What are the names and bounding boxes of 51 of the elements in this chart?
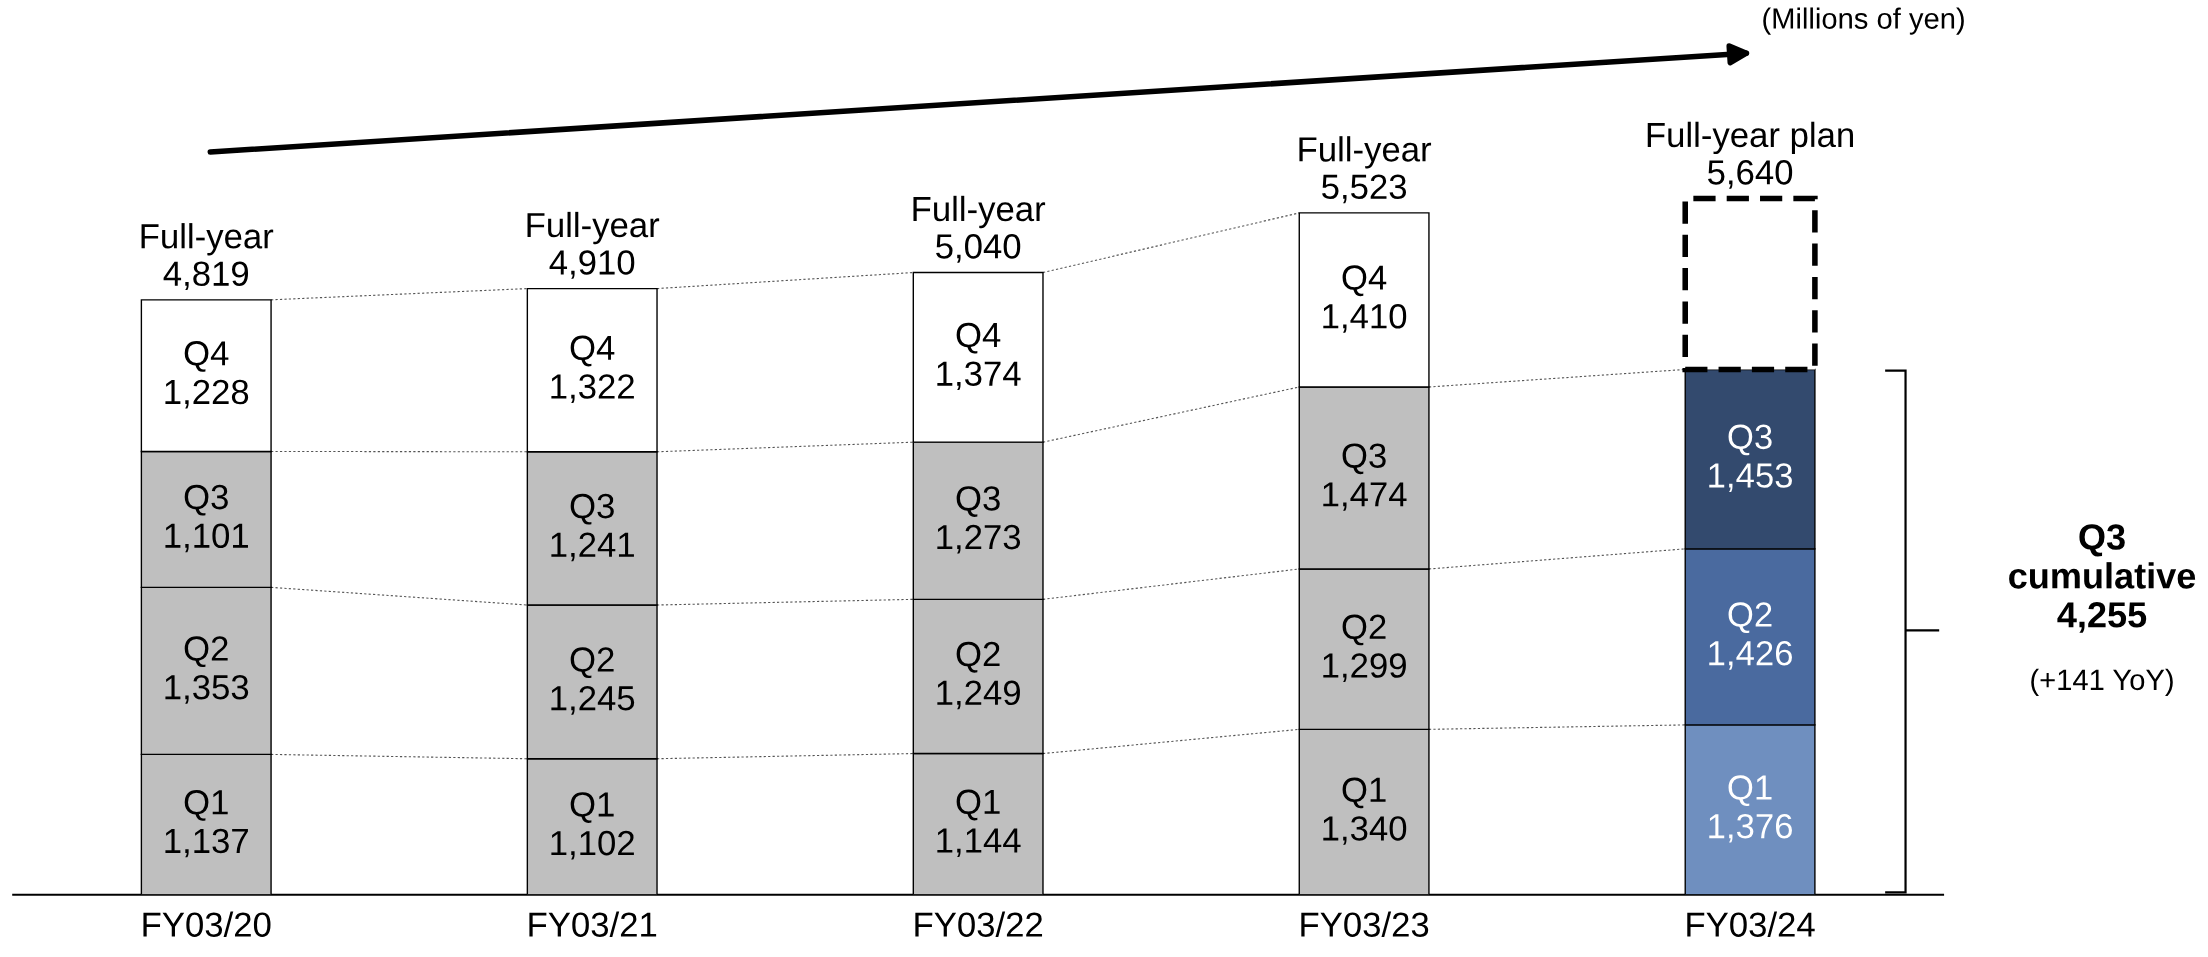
text: Q2 bbox=[1342, 614, 1386, 646]
text: Q3 bbox=[956, 486, 1000, 517]
text: Q3 bbox=[1728, 424, 1772, 456]
text: Q2 bbox=[956, 641, 1000, 673]
x-tick-label: FY03/23 bbox=[1301, 911, 1429, 937]
data-label: 1,144 bbox=[937, 828, 1021, 857]
data-label: 1,474 bbox=[1323, 482, 1407, 511]
data-label: 1,102 bbox=[551, 830, 634, 860]
text: (+141 YoY) bbox=[2031, 668, 2173, 696]
text: (Millions of yen) bbox=[1763, 7, 1964, 35]
total-label: Full-year 4,910 bbox=[527, 211, 660, 279]
data-label: 1,245 bbox=[551, 685, 635, 715]
x-tick-label: FY03/20 bbox=[143, 911, 271, 937]
x-tick-label: FY03/24 bbox=[1687, 911, 1815, 937]
series-label: Q2 bbox=[570, 647, 614, 679]
text: Q3 bbox=[1342, 443, 1386, 475]
text: Q1 bbox=[956, 789, 1000, 821]
data-label: 1,137 bbox=[165, 828, 248, 858]
text: Q3 cumulative 4,255 bbox=[2009, 524, 2196, 633]
total-label: Full-year 4,819 bbox=[141, 223, 274, 291]
text: Q2 bbox=[184, 636, 228, 668]
text: Q2 bbox=[1728, 602, 1772, 634]
data-label: 1,273 bbox=[937, 524, 1021, 554]
data-label: 1,426 bbox=[1709, 640, 1792, 670]
text: Q1 bbox=[1728, 775, 1772, 807]
data-label: 1,410 bbox=[1323, 304, 1407, 333]
text: Q4 bbox=[570, 335, 615, 367]
data-label: 1,241 bbox=[551, 532, 634, 562]
series-label: Q3 bbox=[184, 484, 228, 516]
data-label: 1,322 bbox=[551, 374, 634, 403]
x-tick-label: FY03/22 bbox=[915, 911, 1043, 937]
data-label: 1,340 bbox=[1323, 816, 1407, 845]
total-label: Full-year plan 5,640 bbox=[1647, 121, 1853, 189]
data-label: 1,228 bbox=[165, 379, 249, 409]
data-label: 1,453 bbox=[1709, 463, 1792, 492]
data-label: 1,376 bbox=[1709, 813, 1792, 843]
text: Q1 bbox=[184, 790, 228, 821]
data-label: 1,101 bbox=[165, 523, 248, 553]
text: Q1 bbox=[1342, 777, 1386, 809]
total-label: Full-year 5,040 bbox=[913, 195, 1046, 263]
data-label: 1,299 bbox=[1323, 653, 1406, 682]
text: Q4 bbox=[956, 322, 1001, 354]
data-label: 1,353 bbox=[165, 674, 249, 704]
data-label: 1,374 bbox=[937, 361, 1021, 391]
text: Q3 bbox=[570, 493, 614, 525]
series-label: Q1 bbox=[570, 792, 614, 823]
text: Q4 bbox=[1342, 265, 1387, 297]
data-label: 1,249 bbox=[937, 680, 1020, 710]
series-label: Q4 bbox=[184, 341, 229, 372]
x-tick-label: FY03/21 bbox=[529, 911, 657, 937]
total-label: Full-year 5,523 bbox=[1299, 136, 1432, 204]
